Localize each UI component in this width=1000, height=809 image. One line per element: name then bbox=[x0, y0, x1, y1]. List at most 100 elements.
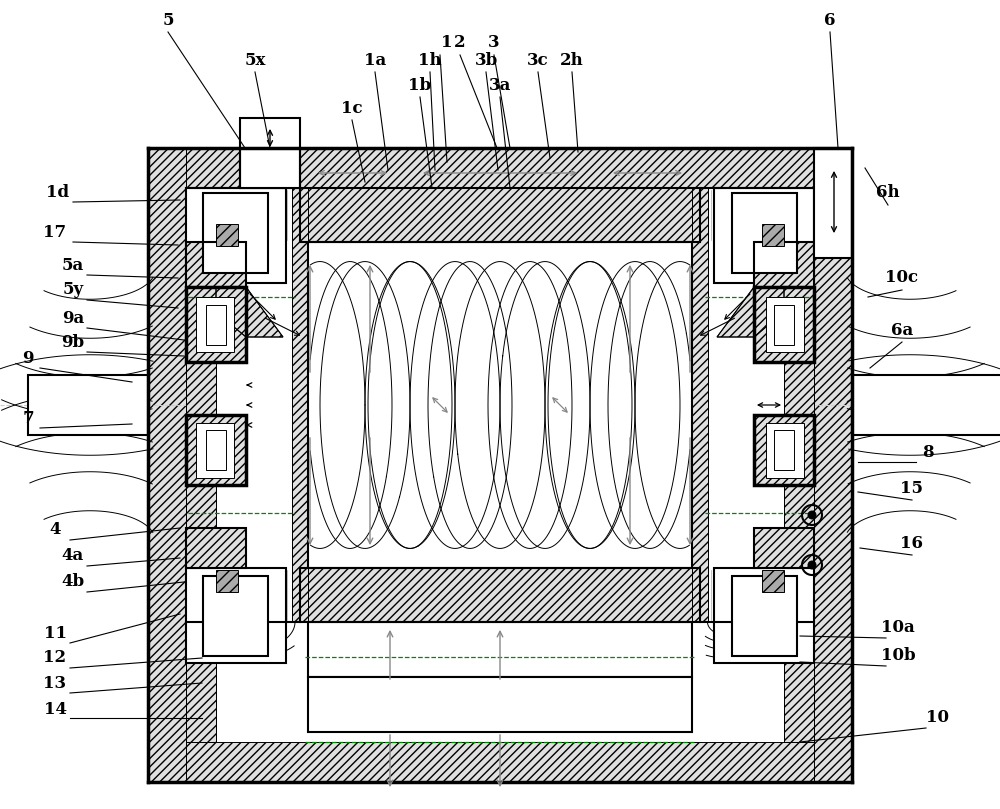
Polygon shape bbox=[754, 528, 814, 568]
Bar bbox=[754, 242, 814, 287]
Bar bbox=[186, 188, 286, 283]
Polygon shape bbox=[754, 415, 814, 485]
Bar bbox=[852, 375, 1000, 435]
Polygon shape bbox=[717, 287, 784, 337]
Bar bbox=[186, 415, 246, 485]
Polygon shape bbox=[300, 568, 700, 622]
Bar bbox=[28, 375, 148, 435]
Bar bbox=[186, 287, 246, 362]
Text: 3b: 3b bbox=[474, 52, 498, 69]
Bar bbox=[766, 297, 804, 352]
Bar bbox=[240, 118, 300, 188]
Bar bbox=[762, 224, 784, 246]
Bar bbox=[186, 188, 300, 622]
Polygon shape bbox=[814, 148, 852, 782]
Text: 16: 16 bbox=[900, 535, 924, 552]
Polygon shape bbox=[148, 742, 852, 782]
Text: 8: 8 bbox=[922, 443, 934, 460]
Text: 10a: 10a bbox=[881, 620, 915, 637]
Text: 6a: 6a bbox=[891, 321, 913, 338]
Polygon shape bbox=[186, 188, 216, 742]
Bar bbox=[216, 224, 238, 246]
Text: 14: 14 bbox=[44, 701, 66, 718]
Bar bbox=[300, 188, 700, 242]
Text: 10c: 10c bbox=[885, 269, 919, 286]
Text: 9b: 9b bbox=[61, 333, 85, 350]
Text: 5x: 5x bbox=[244, 52, 266, 69]
Bar bbox=[206, 430, 226, 470]
Bar bbox=[762, 570, 784, 592]
Bar bbox=[814, 148, 852, 258]
Text: 3c: 3c bbox=[527, 52, 549, 69]
Text: 10b: 10b bbox=[881, 647, 915, 664]
Polygon shape bbox=[784, 485, 814, 568]
Bar bbox=[732, 576, 797, 656]
Text: 7: 7 bbox=[22, 409, 34, 426]
Text: 3: 3 bbox=[488, 33, 500, 50]
Bar bbox=[774, 305, 794, 345]
Bar bbox=[186, 188, 216, 742]
Bar bbox=[203, 576, 268, 656]
Polygon shape bbox=[292, 188, 308, 622]
Polygon shape bbox=[186, 415, 246, 485]
Text: 13: 13 bbox=[43, 676, 67, 693]
Text: 12: 12 bbox=[43, 650, 67, 667]
Bar bbox=[186, 528, 246, 568]
Bar bbox=[784, 188, 814, 742]
Polygon shape bbox=[300, 188, 700, 242]
Text: 10: 10 bbox=[926, 709, 950, 726]
Text: 3a: 3a bbox=[489, 77, 511, 94]
Bar bbox=[754, 415, 814, 485]
Circle shape bbox=[808, 511, 816, 519]
Text: 1c: 1c bbox=[341, 100, 363, 116]
Bar bbox=[700, 188, 814, 622]
Bar bbox=[216, 570, 238, 592]
Bar bbox=[774, 430, 794, 470]
Text: 1h: 1h bbox=[418, 52, 442, 69]
Text: 9a: 9a bbox=[62, 310, 84, 327]
Bar bbox=[308, 622, 692, 677]
Polygon shape bbox=[692, 188, 708, 622]
Polygon shape bbox=[216, 287, 283, 337]
Text: 4a: 4a bbox=[62, 548, 84, 565]
Polygon shape bbox=[186, 242, 246, 287]
Bar bbox=[732, 193, 797, 273]
Text: 4: 4 bbox=[49, 522, 61, 539]
Bar bbox=[186, 242, 246, 287]
Text: 15: 15 bbox=[900, 480, 924, 497]
Polygon shape bbox=[148, 148, 852, 188]
Text: 2: 2 bbox=[454, 33, 466, 50]
Polygon shape bbox=[784, 242, 814, 283]
Text: 9: 9 bbox=[22, 349, 34, 366]
Circle shape bbox=[808, 561, 816, 569]
Text: 2h: 2h bbox=[560, 52, 584, 69]
Text: 1: 1 bbox=[441, 33, 453, 50]
Text: 5y: 5y bbox=[62, 282, 84, 299]
Bar bbox=[186, 568, 286, 663]
Text: 6h: 6h bbox=[876, 184, 900, 201]
Polygon shape bbox=[186, 528, 246, 568]
Polygon shape bbox=[754, 287, 814, 362]
Polygon shape bbox=[784, 188, 814, 742]
Bar bbox=[754, 528, 814, 568]
Text: 4b: 4b bbox=[61, 574, 85, 591]
Bar bbox=[196, 423, 234, 478]
Bar bbox=[714, 188, 814, 283]
Text: 1b: 1b bbox=[408, 77, 432, 94]
Polygon shape bbox=[186, 242, 216, 283]
Bar bbox=[292, 188, 308, 622]
Text: 1d: 1d bbox=[46, 184, 70, 201]
Bar bbox=[300, 568, 700, 622]
Text: 5a: 5a bbox=[62, 256, 84, 273]
Bar bbox=[308, 242, 692, 568]
Text: 1a: 1a bbox=[364, 52, 386, 69]
Bar bbox=[308, 677, 692, 732]
Polygon shape bbox=[186, 287, 246, 362]
Text: 11: 11 bbox=[44, 625, 66, 642]
Polygon shape bbox=[148, 148, 186, 782]
Bar bbox=[714, 568, 814, 663]
Bar bbox=[692, 188, 708, 622]
Text: 6: 6 bbox=[824, 11, 836, 28]
Bar bbox=[754, 287, 814, 362]
Polygon shape bbox=[754, 242, 814, 287]
